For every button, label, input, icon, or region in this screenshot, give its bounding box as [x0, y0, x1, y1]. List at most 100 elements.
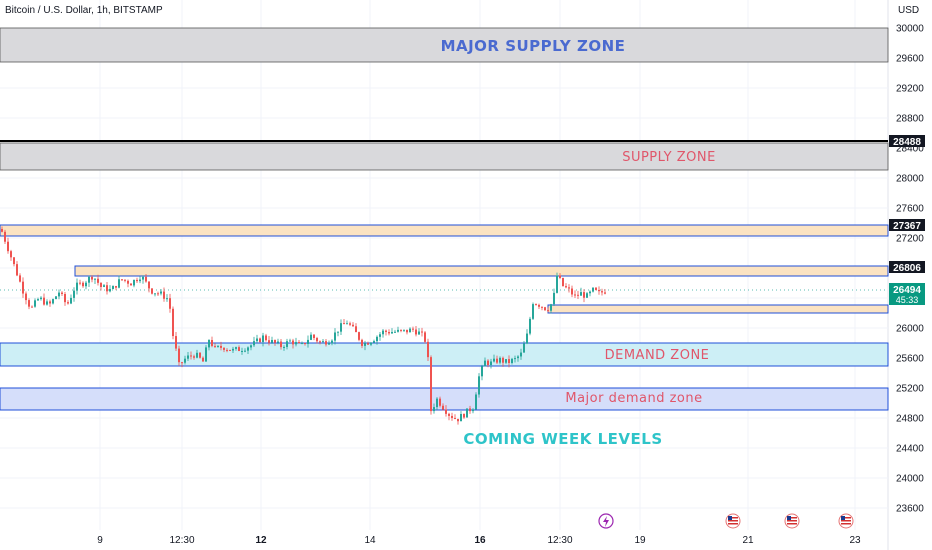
candle-body [415, 329, 417, 335]
candle-body [379, 334, 381, 337]
candle-body [82, 282, 84, 287]
candle-body [16, 264, 18, 276]
candle-body [439, 398, 441, 406]
candle-body [481, 366, 483, 377]
x-tick-label: 16 [474, 535, 486, 546]
candle-body [10, 251, 12, 258]
candle-body [409, 328, 411, 333]
candle-body [433, 407, 435, 412]
candle-body [160, 291, 162, 294]
candle-body [76, 282, 78, 291]
candle-body [64, 293, 66, 303]
candle-body [475, 394, 477, 410]
candle-body [535, 304, 537, 306]
candle-body [568, 287, 570, 289]
y-tick-label: 29600 [896, 54, 924, 65]
us-flag-icon[interactable] [784, 513, 800, 529]
candle-body [166, 298, 168, 300]
candle-body [460, 414, 462, 422]
candle-body [349, 323, 351, 325]
candle-body [307, 339, 309, 344]
candle-body [496, 358, 498, 363]
candle-body [193, 356, 195, 358]
candle-body [364, 343, 366, 346]
y-tick-label: 24800 [896, 414, 924, 425]
candle-body [283, 346, 285, 348]
candle-body [55, 296, 57, 300]
candle-body [250, 345, 252, 348]
candle-body [190, 355, 192, 357]
candle-body [592, 287, 594, 292]
candle-body [271, 339, 273, 343]
candle-body [214, 345, 216, 347]
candle-body [547, 310, 549, 312]
candle-body [484, 360, 486, 367]
candle-body [211, 339, 213, 346]
candle-body [490, 361, 492, 365]
candle-body [172, 308, 174, 337]
candle-body [391, 332, 393, 334]
candle-body [151, 288, 153, 294]
tag-28488: 28488 [889, 135, 925, 148]
demand-label: DEMAND ZONE [605, 348, 710, 363]
candle-body [22, 281, 24, 294]
coming-week-label: COMING WEEK LEVELS [463, 430, 662, 448]
candle-body [103, 285, 105, 287]
candle-body [493, 358, 495, 362]
candle-body [382, 330, 384, 335]
us-flag-icon[interactable] [725, 513, 741, 529]
zones-layer [0, 27, 889, 411]
candle-body [412, 328, 414, 330]
candle-body [73, 290, 75, 298]
y-tick-label: 25600 [896, 354, 924, 365]
candle-body [313, 334, 315, 339]
candle-body [331, 340, 333, 344]
svg-text:26806: 26806 [893, 263, 921, 274]
y-tick-label: 30000 [896, 24, 924, 35]
y-tick-label: 26000 [896, 324, 924, 335]
candle-body [163, 291, 165, 299]
candle-body [34, 300, 36, 307]
candle-body [118, 279, 120, 288]
candle-body [235, 347, 237, 349]
candle-body [421, 331, 423, 333]
candle-body [274, 339, 276, 343]
svg-text:28488: 28488 [893, 137, 921, 148]
candle-body [316, 338, 318, 342]
candle-body [268, 340, 270, 343]
us-flag-icon[interactable] [838, 513, 854, 529]
candle-body [133, 279, 135, 286]
time-axis[interactable]: 9 12:30 12 14 16 12:30 19 21 23 [97, 535, 861, 546]
candle-body [358, 332, 360, 340]
candle-body [40, 297, 42, 300]
candle-body [580, 292, 582, 296]
candle-body [457, 418, 459, 422]
candle-body [574, 294, 576, 296]
candle-body [526, 333, 528, 344]
y-tick-label: 28000 [896, 174, 924, 185]
candle-body [241, 350, 243, 352]
major-demand-zone [0, 387, 889, 411]
candle-body [340, 323, 342, 332]
candle-body [91, 276, 93, 280]
candle-body [61, 292, 63, 294]
candle-body [262, 335, 264, 343]
candle-body [322, 341, 324, 343]
resistance-zone-26806 [74, 265, 889, 277]
x-tick-label: 23 [849, 535, 861, 546]
y-tick-label: 29200 [896, 84, 924, 95]
candle-body [199, 352, 201, 358]
candle-body [79, 282, 81, 284]
candle-body [454, 417, 456, 419]
candle-body [304, 343, 306, 345]
candle-body [157, 293, 159, 295]
symbol-title[interactable]: Bitcoin / U.S. Dollar, 1h, BITSTAMP [5, 5, 163, 16]
candle-body [256, 338, 258, 342]
candle-body [142, 276, 144, 280]
candle-body [67, 302, 69, 304]
candle-body [388, 331, 390, 334]
candle-body [346, 323, 348, 325]
tag-26806: 26806 [889, 261, 925, 274]
lightning-icon[interactable] [598, 513, 614, 529]
